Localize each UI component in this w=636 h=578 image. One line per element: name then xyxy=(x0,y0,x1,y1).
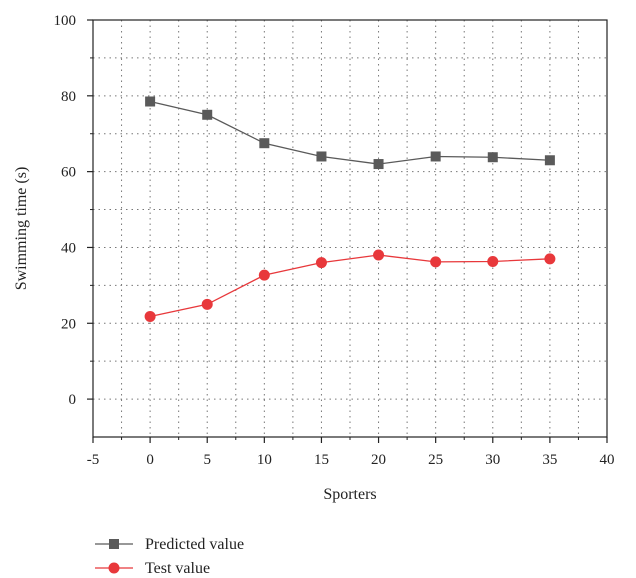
plot-frame xyxy=(92,19,608,438)
x-tick-label: 30 xyxy=(485,452,500,468)
y-tick-label: 60 xyxy=(61,165,76,181)
data-point xyxy=(258,269,270,281)
data-point xyxy=(259,138,270,149)
series-2 xyxy=(144,249,556,322)
legend-item: Predicted value xyxy=(95,536,244,553)
y-axis-label: Swimming time (s) xyxy=(13,167,30,291)
data-point xyxy=(202,109,213,120)
legend-marker xyxy=(108,562,120,574)
data-point xyxy=(201,298,213,310)
x-tick-label: 10 xyxy=(257,452,272,468)
x-tick-label: 5 xyxy=(203,452,211,468)
y-tick-label: 20 xyxy=(61,316,76,332)
y-tick-label: 80 xyxy=(61,89,76,105)
data-point xyxy=(430,151,441,162)
legend-label: Predicted value xyxy=(145,536,244,553)
x-tick-label: 35 xyxy=(542,452,557,468)
legend: Predicted value Test value xyxy=(95,536,244,577)
legend-label: Test value xyxy=(145,560,210,577)
y-tick-label: 40 xyxy=(61,240,76,256)
data-point xyxy=(316,151,327,162)
data-point xyxy=(315,257,327,269)
series-line xyxy=(149,100,550,165)
x-tick-label: -5 xyxy=(87,452,100,468)
x-tick-label: 25 xyxy=(428,452,443,468)
x-tick-label: 20 xyxy=(371,452,386,468)
series-group xyxy=(144,96,556,322)
y-tick-label: 0 xyxy=(69,392,77,408)
data-point xyxy=(144,310,156,322)
data-point xyxy=(373,159,384,170)
x-tick-label: 40 xyxy=(600,452,615,468)
x-tick-label: 0 xyxy=(146,452,154,468)
data-point xyxy=(430,256,442,268)
axis-ticks: -5 0 5 10 15 20 25 30 35 40 0 20 40 60 80 100 xyxy=(54,13,615,468)
data-point xyxy=(373,249,385,261)
grid xyxy=(93,20,607,437)
data-point xyxy=(145,96,156,107)
series-line xyxy=(149,254,550,318)
x-tick-label: 15 xyxy=(314,452,329,468)
y-tick-label: 100 xyxy=(54,13,77,29)
data-point xyxy=(544,253,556,265)
data-point xyxy=(487,255,499,267)
series-1 xyxy=(145,96,555,170)
legend-marker xyxy=(109,539,119,549)
legend-item: Test value xyxy=(95,560,210,577)
data-point xyxy=(544,155,555,166)
data-point xyxy=(487,152,498,163)
x-axis-label: Sporters xyxy=(323,486,376,503)
